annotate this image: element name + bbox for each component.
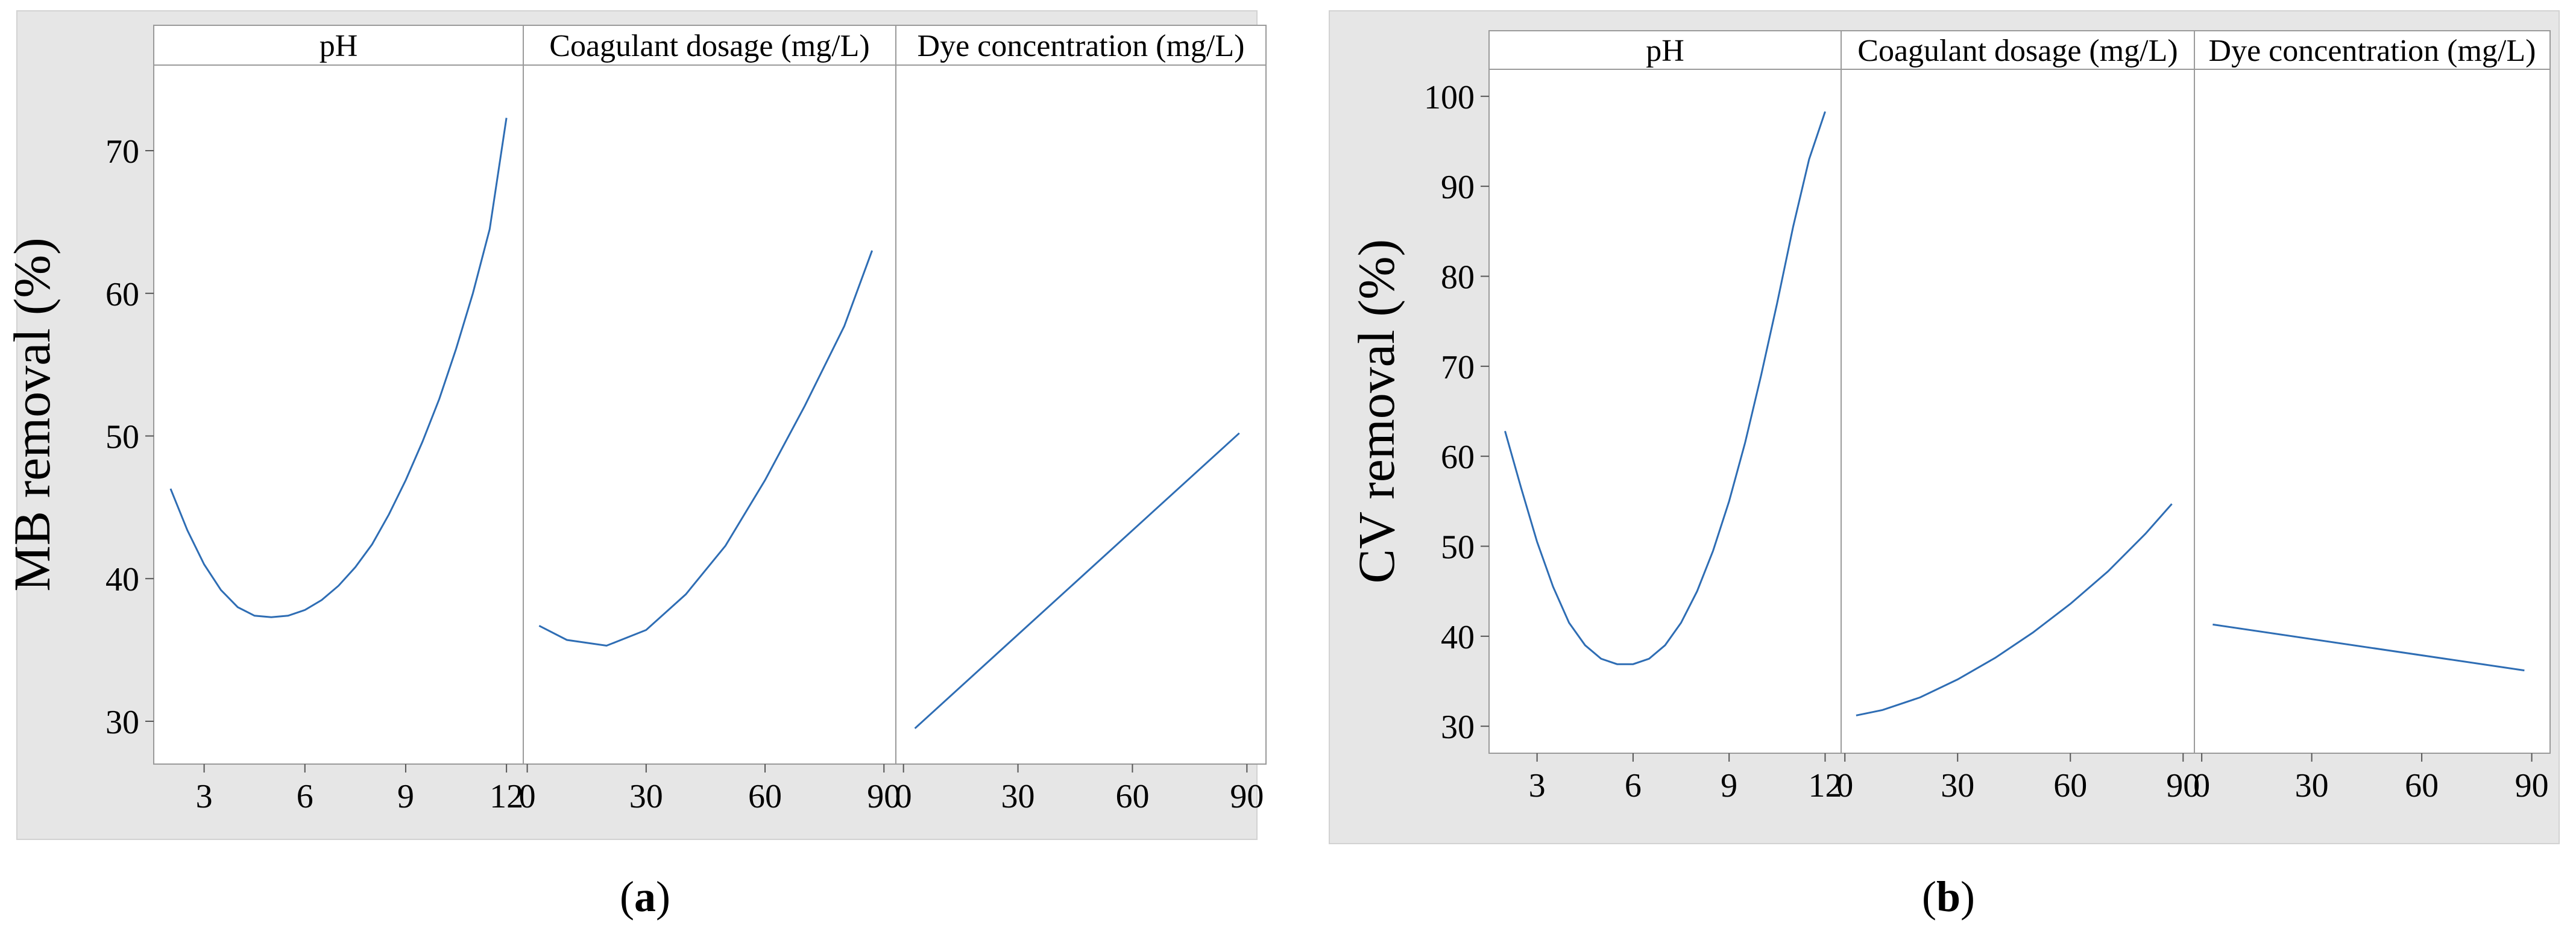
y-tick-label: 40 (1441, 619, 1475, 656)
caption-open-paren: ( (620, 873, 634, 921)
panel-title: pH (320, 29, 358, 63)
y-tick-label: 40 (105, 561, 139, 598)
x-tick-label: 3 (1529, 767, 1546, 804)
x-tick-label: 9 (1721, 767, 1737, 804)
x-tick-label: 6 (297, 778, 313, 815)
panel-1: pH 3 6 9 12 (1504, 34, 1842, 804)
x-tick-label: 0 (1836, 767, 1853, 804)
x-tick-label: 30 (1001, 778, 1035, 815)
y-tick-label: 70 (1441, 349, 1475, 386)
plot-area (153, 25, 1267, 765)
x-tick-label: 60 (1115, 778, 1149, 815)
x-tick-label: 90 (2166, 767, 2200, 804)
y-tick-label: 30 (105, 704, 139, 741)
y-tick-label: 60 (105, 276, 139, 313)
caption-close-paren: ) (656, 873, 670, 921)
x-tick-label: 60 (748, 778, 782, 815)
x-tick-label: 0 (895, 778, 912, 815)
series-line (2212, 623, 2525, 672)
y-tick-label: 30 (1441, 709, 1475, 746)
panel-title: pH (1646, 34, 1684, 68)
y-axis-label: MB removal (%) (3, 237, 61, 592)
series-line (914, 432, 1240, 729)
caption-open-paren: ( (1922, 873, 1936, 921)
x-tick-label: 90 (867, 778, 901, 815)
y-tick-label: 80 (1441, 259, 1475, 296)
series-line (1504, 111, 1826, 665)
panel-1: pH 3 6 9 12 (169, 29, 523, 815)
y-tick-label: 50 (105, 419, 139, 456)
caption-letter: b (1936, 873, 1960, 921)
y-tick-label: 100 (1424, 79, 1475, 116)
x-tick-label: 30 (629, 778, 663, 815)
x-tick-label: 30 (1941, 767, 1974, 804)
panel-title: Dye concentration (mg/L) (2209, 34, 2536, 68)
x-tick-label: 30 (2295, 767, 2329, 804)
series-line (538, 250, 874, 647)
x-tick-label: 12 (490, 778, 523, 815)
panel-title: Coagulant dosage (mg/L) (1857, 34, 2178, 68)
y-tick-label: 50 (1441, 529, 1475, 566)
panel-3: Dye concentration (mg/L) 0 30 60 90 (895, 25, 1264, 815)
x-tick-label: 90 (1230, 778, 1264, 815)
panel-2: Coagulant dosage (mg/L) 0 30 60 90 (519, 25, 901, 815)
panel-2: Coagulant dosage (mg/L) 0 30 60 90 (1836, 31, 2200, 804)
x-tick-label: 0 (2193, 767, 2210, 804)
chart-caption: (b) (1922, 873, 1975, 921)
x-tick-label: 0 (519, 778, 536, 815)
caption-close-paren: ) (1960, 873, 1975, 921)
y-tick-label: 90 (1441, 169, 1475, 206)
x-tick-label: 60 (2405, 767, 2439, 804)
y-tick-label: 70 (105, 133, 139, 171)
x-tick-label: 3 (196, 778, 213, 815)
x-tick-label: 60 (2053, 767, 2087, 804)
caption-letter: a (634, 873, 656, 921)
x-tick-label: 12 (1808, 767, 1842, 804)
plot-area (1488, 30, 2551, 754)
y-tick-label: 60 (1441, 439, 1475, 476)
x-tick-label: 9 (397, 778, 414, 815)
panel-title: Dye concentration (mg/L) (918, 29, 1245, 63)
x-tick-label: 90 (2515, 767, 2549, 804)
x-tick-label: 6 (1625, 767, 1642, 804)
panel-title: Coagulant dosage (mg/L) (549, 29, 869, 63)
panel-3: Dye concentration (mg/L) 0 30 60 90 (2193, 31, 2549, 804)
series-line (1856, 503, 2173, 716)
y-axis-label: CV removal (%) (1347, 239, 1405, 584)
series-line (169, 118, 508, 618)
chart-caption: (a) (620, 873, 670, 921)
